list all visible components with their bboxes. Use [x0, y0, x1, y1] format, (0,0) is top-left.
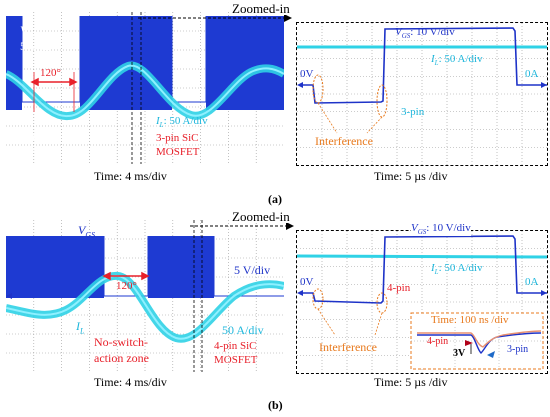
- b-left-zone-line2: action zone: [94, 351, 149, 365]
- scope-b-left-plot: [6, 220, 284, 372]
- b-right-vgs-label: VGS: 10 V/div: [411, 222, 471, 237]
- b-right-inset-volt: 3V: [453, 348, 466, 359]
- a-left-device-line2: MOSFET: [156, 146, 200, 158]
- b-right-vgs-name: V: [411, 222, 418, 234]
- scope-a-left-plot: [6, 12, 284, 164]
- b-zoom-arrow: [190, 222, 294, 230]
- scope-a-right-plot: [297, 23, 547, 165]
- b-zoom-label: Zoomed-in: [232, 209, 290, 224]
- a-left-il-scale: : 50 A/div: [163, 115, 208, 127]
- b-left-il-scale: 50 A/div: [222, 323, 264, 337]
- b-right-inset-3pin: 3-pin: [507, 344, 529, 355]
- b-left-time: Time: 4 ms/div: [94, 375, 167, 389]
- a-right-interference: Interference: [315, 134, 373, 148]
- a-left-zone-line2: action zone: [24, 145, 79, 159]
- b-right-pin-label: 4-pin: [387, 282, 411, 294]
- b-left-il-sub: L: [80, 326, 85, 336]
- scope-b-left: VGS 5 V/div 120° IL No-switch- action zo…: [6, 220, 284, 372]
- panel-b-label: (b): [268, 398, 283, 412]
- a-left-il-name: I: [156, 115, 160, 127]
- a-left-time: Time: 4 ms/div: [94, 169, 167, 183]
- a-right-il-scale: : 50 A/div: [438, 53, 483, 65]
- a-left-il-label: IL: 50 A/div: [156, 116, 208, 129]
- b-right-vgs-sub: GS: [417, 228, 427, 237]
- a-left-vgs-scale: 5 V/div: [20, 39, 57, 53]
- scope-a-left: VGS 5 V/div 120° No-switch- action zone …: [6, 12, 284, 164]
- a-left-il-sub: L: [159, 121, 164, 130]
- b-left-device-line2: MOSFET: [214, 354, 258, 366]
- a-zoom-label: Zoomed-in: [232, 1, 290, 16]
- b-left-vgs-scale: 5 V/div: [234, 263, 271, 277]
- b-left-device-line1: 4-pin SiC: [214, 340, 257, 352]
- scope-b-right: VGS: 10 V/div IL: 50 A/div 0V 0A 4-pin I…: [296, 223, 548, 374]
- a-right-time: Time: 5 µs /div: [374, 169, 448, 183]
- a-left-device-line1: 3-pin SiC: [156, 132, 199, 144]
- scope-b-right-plot: [297, 231, 547, 373]
- b-right-zero-v: 0V: [300, 276, 314, 288]
- b-right-il-label: IL: 50 A/div: [431, 263, 483, 276]
- a-left-vgs-sub: GS: [27, 30, 38, 40]
- b-right-il-sub: L: [434, 268, 439, 277]
- a-left-zone-line1: No-switch-: [24, 129, 78, 143]
- a-right-vgs-name: V: [395, 26, 402, 38]
- a-right-il-name: I: [431, 53, 435, 65]
- a-right-pin-label: 3-pin: [401, 106, 425, 118]
- a-zoom-arrow: [138, 14, 292, 22]
- a-right-vgs-scale: : 10 V/div: [410, 26, 455, 38]
- b-right-il-scale: : 50 A/div: [438, 262, 483, 274]
- b-left-vgs-label: VGS: [78, 224, 95, 239]
- b-left-vgs-name: V: [78, 223, 86, 237]
- a-left-angle: 120°: [40, 67, 61, 79]
- a-left-vgs-label: VGS: [20, 24, 37, 39]
- b-right-interference: Interference: [319, 340, 377, 354]
- b-right-time: Time: 5 µs /div: [374, 375, 448, 389]
- b-right-inset-4pin: 4-pin: [427, 336, 449, 347]
- a-left-vgs-name: V: [20, 23, 28, 37]
- b-right-inset-time: Time: 100 ns /div: [431, 314, 509, 326]
- panel-a-label: (a): [268, 192, 282, 206]
- a-right-il-sub: L: [434, 59, 439, 68]
- a-right-vgs-sub: GS: [401, 32, 411, 41]
- b-left-zone-line1: No-switch-: [94, 335, 148, 349]
- b-left-angle: 120°: [116, 280, 137, 292]
- b-left-il-label: IL: [76, 320, 84, 335]
- a-right-il-label: IL: 50 A/div: [431, 54, 483, 67]
- b-right-zero-a: 0A: [525, 276, 539, 288]
- b-left-il-name: I: [76, 319, 80, 333]
- a-right-zero-v: 0V: [300, 68, 314, 80]
- b-right-vgs-scale: : 10 V/div: [426, 222, 471, 234]
- b-right-il-name: I: [431, 262, 435, 274]
- b-left-vgs-sub: GS: [85, 230, 96, 240]
- a-right-zero-a: 0A: [525, 68, 539, 80]
- scope-a-right: VGS: 10 V/div IL: 50 A/div 0V 0A 3-pin I…: [296, 22, 548, 166]
- a-right-vgs-label: VGS: 10 V/div: [395, 27, 455, 40]
